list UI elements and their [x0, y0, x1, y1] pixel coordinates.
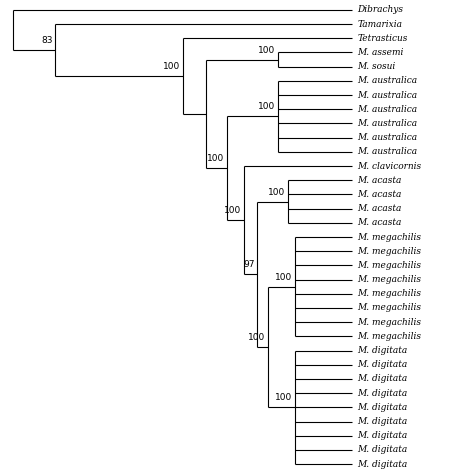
Text: M. megachilis: M. megachilis — [357, 261, 421, 270]
Text: M. acasta: M. acasta — [357, 204, 402, 213]
Text: M. assemi: M. assemi — [357, 48, 404, 57]
Text: M. australica: M. australica — [357, 105, 418, 114]
Text: Tetrasticus: Tetrasticus — [357, 34, 408, 43]
Text: Tamarixia: Tamarixia — [357, 19, 402, 28]
Text: M. australica: M. australica — [357, 147, 418, 156]
Text: M. digitata: M. digitata — [357, 360, 408, 369]
Text: M. australica: M. australica — [357, 119, 418, 128]
Text: M. acasta: M. acasta — [357, 176, 402, 185]
Text: 100: 100 — [268, 188, 285, 197]
Text: 97: 97 — [243, 260, 255, 269]
Text: Dibrachys: Dibrachys — [357, 5, 403, 14]
Text: M. megachilis: M. megachilis — [357, 275, 421, 284]
Text: M. acasta: M. acasta — [357, 190, 402, 199]
Text: 100: 100 — [258, 46, 275, 55]
Text: M. megachilis: M. megachilis — [357, 332, 421, 341]
Text: M. digitata: M. digitata — [357, 403, 408, 412]
Text: 100: 100 — [275, 393, 292, 402]
Text: M. digitata: M. digitata — [357, 389, 408, 398]
Text: 100: 100 — [207, 154, 224, 163]
Text: M. australica: M. australica — [357, 91, 418, 100]
Text: M. megachilis: M. megachilis — [357, 303, 421, 312]
Text: M. digitata: M. digitata — [357, 374, 408, 383]
Text: M. megachilis: M. megachilis — [357, 318, 421, 327]
Text: M. megachilis: M. megachilis — [357, 289, 421, 298]
Text: 83: 83 — [41, 36, 53, 45]
Text: M. megachilis: M. megachilis — [357, 246, 421, 255]
Text: M. australica: M. australica — [357, 76, 418, 85]
Text: M. megachilis: M. megachilis — [357, 233, 421, 241]
Text: M. australica: M. australica — [357, 133, 418, 142]
Text: M. digitata: M. digitata — [357, 417, 408, 426]
Text: M. acasta: M. acasta — [357, 219, 402, 228]
Text: M. digitata: M. digitata — [357, 346, 408, 355]
Text: 100: 100 — [275, 273, 292, 282]
Text: M. clavicornis: M. clavicornis — [357, 162, 422, 171]
Text: 100: 100 — [224, 206, 241, 215]
Text: M. digitata: M. digitata — [357, 446, 408, 455]
Text: M. sosui: M. sosui — [357, 62, 396, 71]
Text: 100: 100 — [247, 333, 265, 342]
Text: 100: 100 — [163, 62, 180, 71]
Text: 100: 100 — [258, 102, 275, 111]
Text: M. digitata: M. digitata — [357, 460, 408, 469]
Text: M. digitata: M. digitata — [357, 431, 408, 440]
